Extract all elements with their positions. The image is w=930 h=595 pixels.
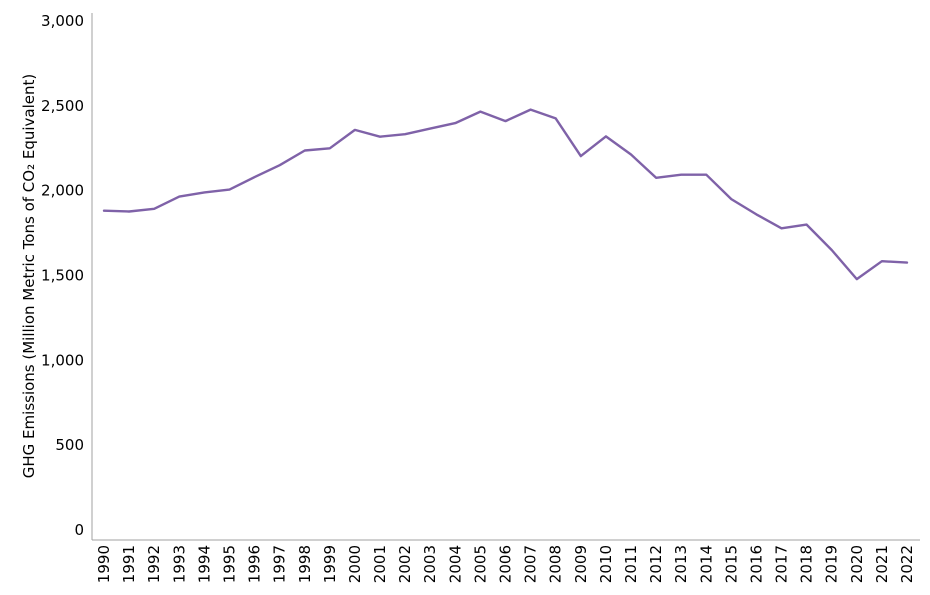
x-tick-label: 2017 — [773, 545, 791, 583]
data-point — [228, 188, 230, 190]
x-tick-label: 2007 — [522, 545, 540, 583]
y-tick-label: 3,000 — [41, 12, 84, 30]
x-tick-label: 1997 — [271, 545, 289, 583]
data-point — [128, 210, 130, 212]
data-point — [730, 198, 732, 200]
x-tick-label: 1992 — [145, 545, 163, 583]
series-line — [102, 108, 909, 281]
y-tick-label: 1,000 — [41, 351, 84, 369]
x-tick-label: 2010 — [597, 545, 615, 583]
data-point — [103, 209, 105, 211]
x-tick-labels: 1990 1991 1992 1993 1994 1995 1996 1997 1998 1999… — [95, 545, 916, 583]
axes — [91, 13, 920, 541]
data-point — [780, 227, 782, 229]
x-tick-label: 2022 — [898, 545, 916, 583]
data-point — [454, 122, 456, 124]
data-point — [379, 136, 381, 138]
data-point — [504, 120, 506, 122]
x-tick-label: 2004 — [446, 545, 464, 583]
data-point — [178, 195, 180, 197]
x-tick-label: 1999 — [321, 545, 339, 583]
x-tick-label: 2002 — [396, 545, 414, 583]
x-tick-label: 2018 — [798, 545, 816, 583]
x-tick-label: 2019 — [823, 545, 841, 583]
data-point — [329, 147, 331, 149]
data-point — [805, 223, 807, 225]
x-tick-label: 2003 — [421, 545, 439, 583]
data-point — [705, 174, 707, 176]
x-tick-label: 2020 — [848, 545, 866, 583]
x-tick-label: 2015 — [722, 545, 740, 583]
data-point — [554, 117, 556, 119]
y-tick-label: 0 — [74, 521, 84, 539]
data-point — [831, 249, 833, 251]
y-tick-label: 500 — [55, 436, 84, 454]
x-tick-label: 2021 — [873, 545, 891, 583]
data-point — [680, 174, 682, 176]
data-point — [580, 155, 582, 157]
data-point — [304, 149, 306, 151]
x-tick-label: 2012 — [647, 545, 665, 583]
data-point — [429, 127, 431, 129]
x-tick-label: 2006 — [497, 545, 515, 583]
data-point — [253, 176, 255, 178]
data-point — [203, 191, 205, 193]
x-tick-label: 1998 — [296, 545, 314, 583]
y-tick-label: 2,500 — [41, 97, 84, 115]
data-point — [655, 177, 657, 179]
x-tick-label: 2000 — [346, 545, 364, 583]
y-tick-label: 1,500 — [41, 267, 84, 285]
data-point — [605, 135, 607, 137]
x-tick-label: 2016 — [747, 545, 765, 583]
x-tick-label: 1990 — [95, 545, 113, 583]
x-tick-label: 2013 — [672, 545, 690, 583]
x-tick-label: 1993 — [170, 545, 188, 583]
x-tick-label: 2001 — [371, 545, 389, 583]
data-point — [354, 129, 356, 131]
data-point — [278, 164, 280, 166]
x-tick-label: 2011 — [622, 545, 640, 583]
data-point — [755, 213, 757, 215]
y-tick-label: 2,000 — [41, 182, 84, 200]
data-point — [906, 261, 908, 263]
x-tick-label: 1994 — [195, 545, 213, 583]
data-point — [479, 110, 481, 112]
data-point — [153, 208, 155, 210]
x-tick-label: 2009 — [572, 545, 590, 583]
y-axis-title: GHG Emissions (Million Metric Tons of CO… — [20, 74, 38, 478]
data-point — [856, 278, 858, 280]
series-group — [102, 108, 909, 281]
x-tick-label: 1995 — [220, 545, 238, 583]
data-point — [630, 153, 632, 155]
y-tick-labels: 0 500 1,000 1,500 2,000 2,500 3,000 — [41, 12, 84, 539]
x-tick-label: 1991 — [120, 545, 138, 583]
x-tick-label: 1996 — [246, 545, 264, 583]
data-point — [529, 108, 531, 110]
data-point — [881, 260, 883, 262]
x-tick-label: 2008 — [547, 545, 565, 583]
x-tick-label: 2014 — [697, 545, 715, 583]
x-tick-label: 2005 — [471, 545, 489, 583]
data-point — [404, 133, 406, 135]
